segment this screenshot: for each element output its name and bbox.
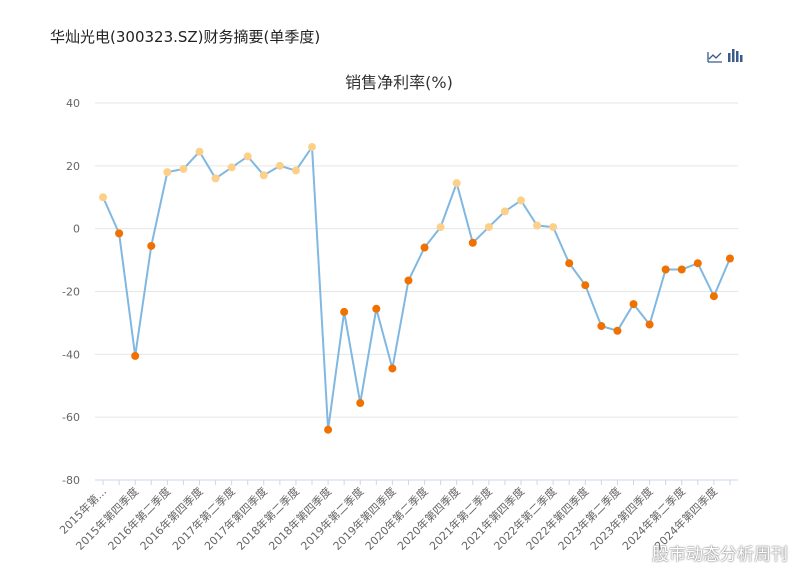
point: [227, 163, 236, 172]
y-tick-label: 20: [66, 160, 80, 173]
point: [677, 265, 686, 274]
point: [468, 238, 477, 247]
y-tick-label: -20: [62, 286, 80, 299]
point: [291, 166, 300, 175]
point: [420, 243, 429, 252]
point: [356, 399, 365, 408]
point: [549, 223, 558, 232]
y-tick-label: -80: [62, 474, 80, 487]
point: [340, 307, 349, 316]
point: [565, 259, 574, 268]
y-tick-label: 0: [73, 223, 80, 236]
page-title: 华灿光电(300323.SZ)财务摘要(单季度): [50, 28, 321, 46]
point: [372, 304, 381, 313]
y-tick-label: -60: [62, 411, 80, 424]
toolbar-icons[interactable]: [707, 49, 743, 63]
point: [147, 241, 156, 250]
point: [308, 142, 317, 151]
line-icon[interactable]: [707, 52, 722, 63]
point: [324, 425, 333, 434]
point: [436, 223, 445, 232]
line: [102, 143, 731, 430]
point: [404, 276, 413, 285]
point: [388, 364, 397, 373]
point: [163, 168, 172, 177]
point: [693, 259, 702, 268]
bar-icon: [736, 51, 739, 62]
point: [613, 326, 622, 335]
point: [115, 229, 124, 238]
point: [629, 300, 638, 309]
y-tick-label: 40: [66, 97, 80, 110]
point: [661, 265, 670, 274]
point: [131, 351, 140, 360]
point: [211, 174, 220, 183]
point: [179, 164, 188, 173]
point: [709, 292, 718, 301]
y-tick-label: -40: [62, 348, 80, 361]
bar-icon: [740, 55, 743, 62]
point: [645, 320, 654, 329]
point: [99, 193, 108, 202]
point: [516, 196, 525, 205]
point: [533, 221, 542, 230]
point: [259, 171, 268, 180]
point: [243, 152, 252, 161]
chart-title: 销售净利率(%): [345, 73, 453, 92]
point: [581, 281, 590, 290]
point: [275, 161, 284, 170]
bar-icon: [732, 49, 735, 62]
point: [597, 322, 606, 331]
point: [725, 254, 734, 263]
point: [452, 179, 461, 188]
point: [195, 147, 204, 156]
bar-icon[interactable]: [728, 53, 731, 62]
point: [500, 207, 509, 216]
watermark: 股市动态分析周刊: [652, 545, 788, 565]
point: [484, 223, 493, 232]
